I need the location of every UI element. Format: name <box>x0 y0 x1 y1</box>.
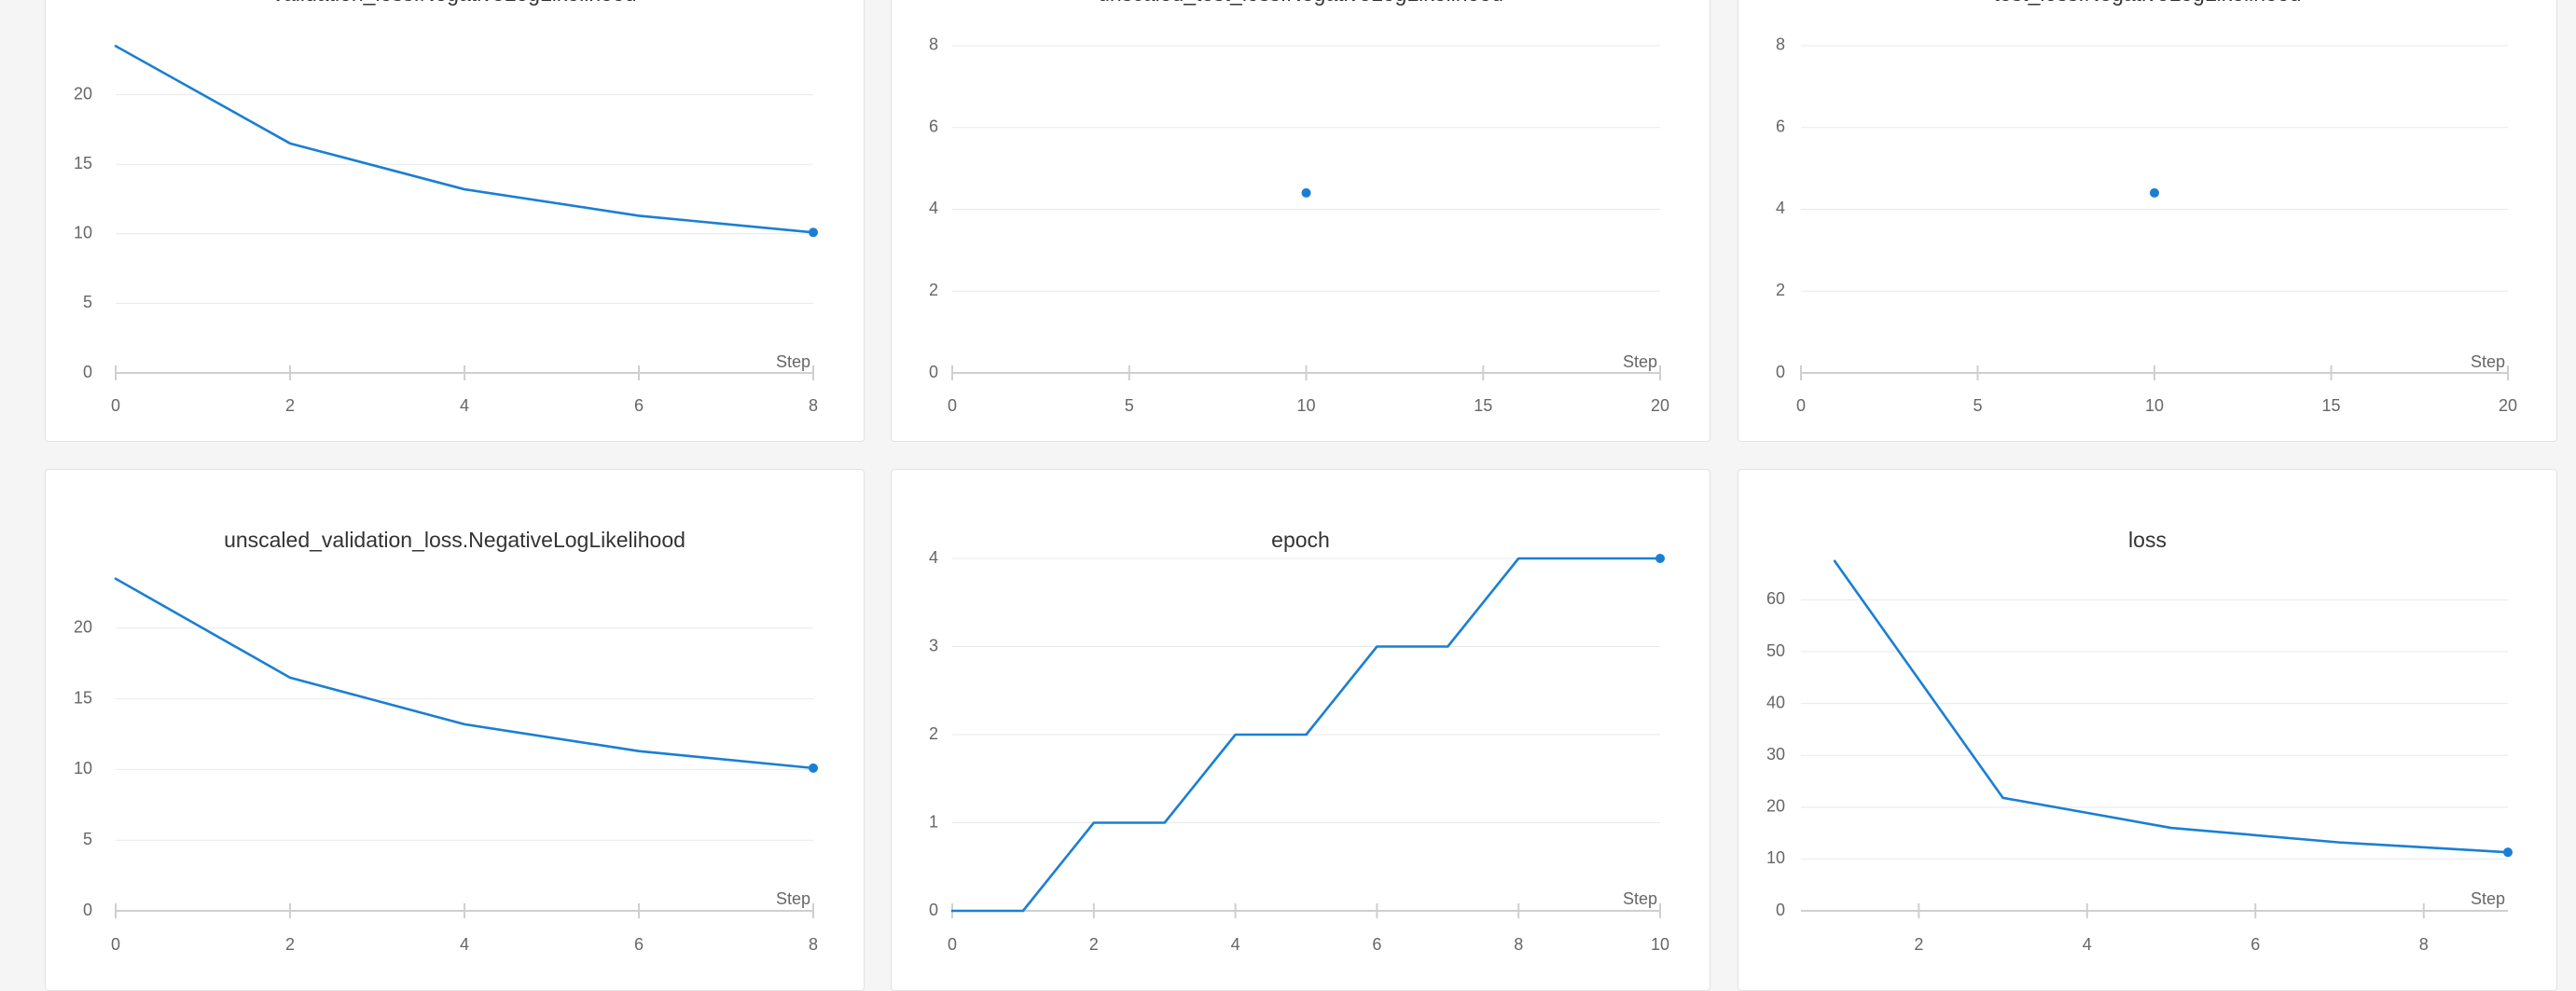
y-tick-label: 0 <box>929 363 938 381</box>
x-tick-label: 6 <box>1372 935 1381 954</box>
x-tick-label: 4 <box>460 935 469 954</box>
y-tick-label: 10 <box>74 759 92 778</box>
chart-title: unscaled_test_loss.NegativeLogLikelihood <box>1098 0 1503 6</box>
x-tick-label: 0 <box>1796 396 1806 415</box>
y-tick-label: 2 <box>929 281 938 299</box>
y-tick-label: 15 <box>74 154 92 172</box>
data-point <box>809 227 818 238</box>
panel-validation-loss: validation_loss.NegativeLogLikelihood 0 5 1… <box>45 0 865 442</box>
y-tick-label: 50 <box>1766 641 1785 660</box>
data-point <box>2150 187 2159 198</box>
x-tick-label: 15 <box>1474 396 1492 415</box>
x-axis-label: Step <box>2471 352 2505 371</box>
y-tick-label: 4 <box>1776 199 1785 217</box>
x-tick-label: 15 <box>2321 396 2340 415</box>
y-tick-label: 0 <box>1776 363 1785 381</box>
y-tick-label: 6 <box>929 117 938 135</box>
x-axis-label: Step <box>776 352 810 371</box>
y-tick-label: 8 <box>1776 35 1785 54</box>
x-axis-label: Step <box>1623 352 1657 371</box>
x-tick-label: 8 <box>809 935 818 954</box>
series-line <box>114 577 815 770</box>
x-tick-label: 10 <box>1651 935 1669 954</box>
x-tick-label: 2 <box>285 935 295 954</box>
chart-title: test_loss.NegativeLogLikelihood <box>1994 0 2302 6</box>
y-tick-label: 5 <box>83 293 92 311</box>
x-tick-label: 5 <box>1973 396 1982 415</box>
x-tick-label: 0 <box>948 396 957 415</box>
chart-svg: test_loss.NegativeLogLikelihood 0 2 4 6 8 0 5 10… <box>1776 0 2517 415</box>
y-tick-label: 1 <box>929 812 938 831</box>
y-tick-label: 10 <box>74 224 92 242</box>
y-tick-label: 10 <box>1766 848 1785 867</box>
y-tick-label: 0 <box>83 901 92 919</box>
x-tick-label: 2 <box>1914 935 1923 954</box>
panel-unscaled-test-loss: unscaled_test_loss.NegativeLogLikelihood… <box>891 0 1710 442</box>
panel-loss: loss 0 10 20 30 40 50 60 2 4 6 8 Step <box>1738 469 2557 991</box>
x-tick-label: 8 <box>809 396 818 415</box>
x-tick-label: 0 <box>948 935 957 954</box>
chart-title: unscaled_validation_loss.NegativeLogLike… <box>224 528 686 552</box>
x-tick-label: 10 <box>2145 396 2164 415</box>
chart-svg: epoch 0 1 2 3 4 0 2 4 6 8 10 Step <box>929 528 1669 954</box>
data-point <box>1301 187 1311 198</box>
x-tick-label: 2 <box>285 396 295 415</box>
x-tick-label: 0 <box>111 935 120 954</box>
x-tick-label: 2 <box>1089 935 1099 954</box>
y-tick-label: 2 <box>1776 281 1785 299</box>
y-tick-label: 40 <box>1766 693 1785 711</box>
y-tick-label: 5 <box>83 830 92 848</box>
series-line <box>1833 559 2510 854</box>
x-axis-label: Step <box>776 889 810 908</box>
y-tick-label: 20 <box>1766 797 1785 816</box>
panel-epoch: epoch 0 1 2 3 4 0 2 4 6 8 10 Step <box>891 469 1710 991</box>
y-tick-label: 2 <box>929 724 938 743</box>
chart-svg: unscaled_test_loss.NegativeLogLikelihood… <box>929 0 1669 415</box>
y-tick-label: 6 <box>1776 117 1785 135</box>
y-tick-label: 15 <box>74 688 92 707</box>
data-point <box>2503 847 2513 858</box>
panel-test-loss: test_loss.NegativeLogLikelihood 0 2 4 6 8 0 5 10… <box>1738 0 2557 442</box>
series-line <box>114 45 815 234</box>
y-tick-label: 30 <box>1766 745 1785 764</box>
y-tick-label: 20 <box>74 618 92 637</box>
y-tick-label: 3 <box>929 636 938 654</box>
x-axis-label: Step <box>2471 889 2505 908</box>
x-tick-label: 4 <box>1231 935 1240 954</box>
x-tick-label: 20 <box>2499 396 2517 415</box>
x-axis-label: Step <box>1623 889 1657 908</box>
chart-svg: unscaled_validation_loss.NegativeLogLike… <box>74 528 818 954</box>
x-tick-label: 4 <box>2083 935 2092 954</box>
chart-title: validation_loss.NegativeLogLikelihood <box>273 0 637 6</box>
y-tick-label: 4 <box>929 199 938 217</box>
chart-title: loss <box>2128 528 2167 552</box>
x-tick-label: 5 <box>1125 396 1134 415</box>
y-tick-label: 0 <box>929 901 938 919</box>
x-tick-label: 8 <box>1514 935 1523 954</box>
series-line <box>950 557 1662 913</box>
data-point <box>1655 554 1665 563</box>
x-tick-label: 8 <box>2419 935 2429 954</box>
y-tick-label: 0 <box>83 363 92 381</box>
x-tick-label: 4 <box>460 396 469 415</box>
x-tick-label: 6 <box>634 396 644 415</box>
y-tick-label: 60 <box>1766 589 1785 608</box>
panel-unscaled-validation-loss: unscaled_validation_loss.NegativeLogLike… <box>45 469 865 991</box>
y-tick-label: 8 <box>929 35 938 54</box>
x-tick-label: 10 <box>1296 396 1315 415</box>
chart-svg: loss 0 10 20 30 40 50 60 2 4 6 8 Step <box>1766 528 2513 954</box>
y-tick-label: 20 <box>74 84 92 103</box>
y-tick-label: 4 <box>929 548 938 567</box>
y-tick-label: 0 <box>1776 901 1785 919</box>
chart-title: epoch <box>1271 528 1330 552</box>
chart-svg: validation_loss.NegativeLogLikelihood 0 5 1… <box>74 0 818 415</box>
x-tick-label: 20 <box>1651 396 1669 415</box>
x-tick-label: 0 <box>111 396 120 415</box>
x-tick-label: 6 <box>634 935 644 954</box>
x-tick-label: 6 <box>2251 935 2260 954</box>
data-point <box>809 763 818 773</box>
